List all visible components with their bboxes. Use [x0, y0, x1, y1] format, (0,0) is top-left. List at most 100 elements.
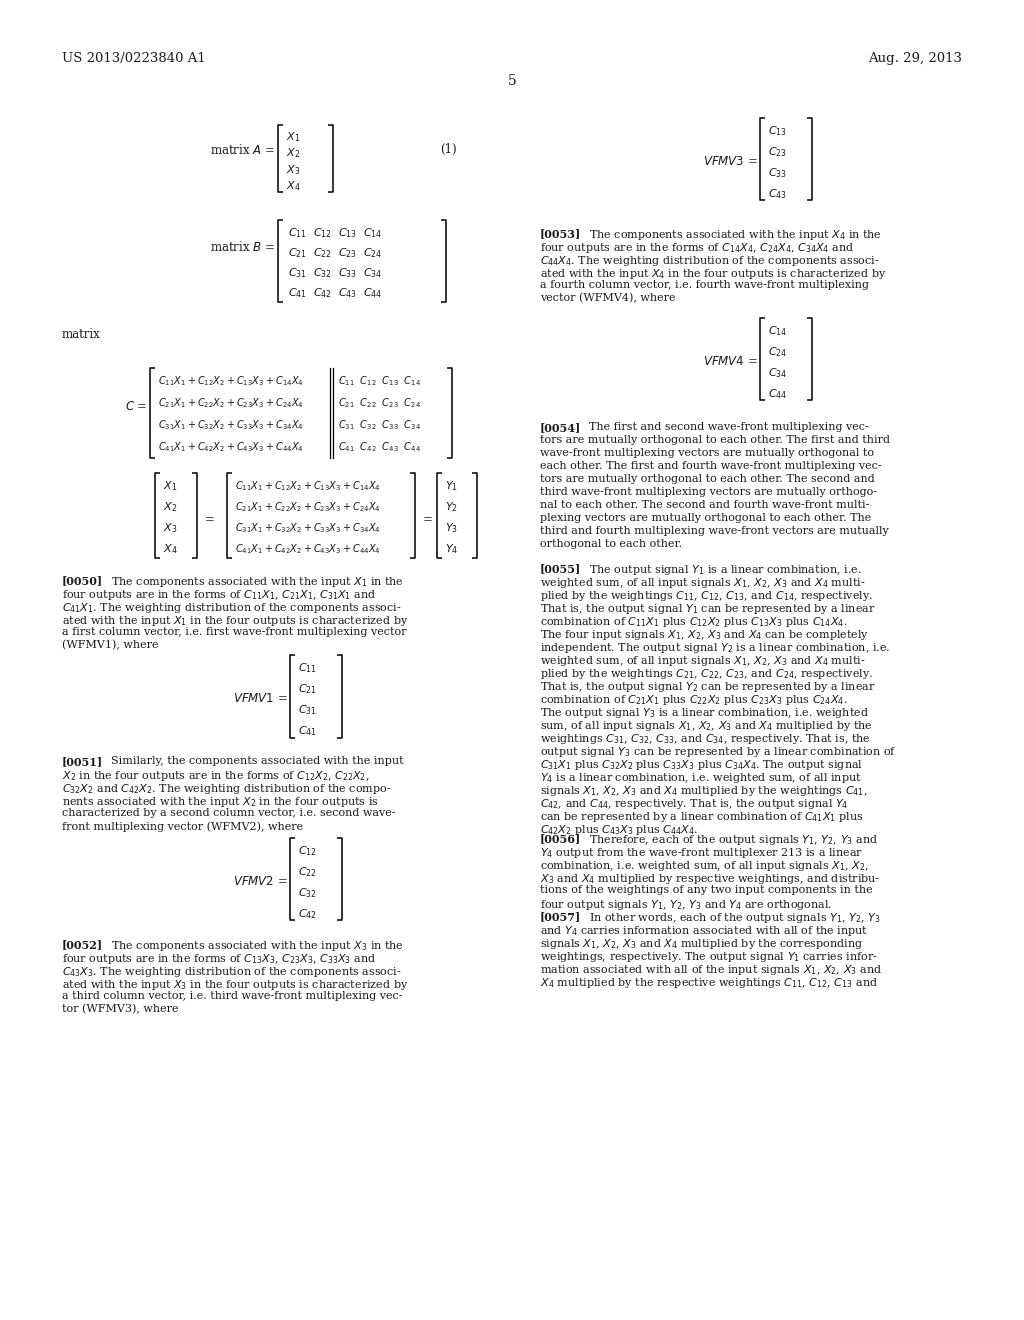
- Text: $C_{44}$: $C_{44}$: [768, 387, 787, 401]
- Text: $C_{31}X_1+C_{32}X_2+C_{33}X_3+C_{34}X_4$: $C_{31}X_1+C_{32}X_2+C_{33}X_3+C_{34}X_4…: [158, 418, 304, 432]
- Text: (WFMV1), where: (WFMV1), where: [62, 640, 159, 651]
- Text: The four input signals $X_1$, $X_2$, $X_3$ and $X_4$ can be completely: The four input signals $X_1$, $X_2$, $X_…: [540, 628, 869, 642]
- Text: independent. The output signal $Y_2$ is a linear combination, i.e.: independent. The output signal $Y_2$ is …: [540, 642, 890, 655]
- Text: plied by the weightings $C_{11}$, $C_{12}$, $C_{13}$, and $C_{14}$, respectively: plied by the weightings $C_{11}$, $C_{12…: [540, 589, 873, 603]
- Text: The components associated with the input $X_3$ in the: The components associated with the input…: [104, 939, 403, 953]
- Text: The components associated with the input $X_1$ in the: The components associated with the input…: [104, 576, 403, 589]
- Text: $Y_3$: $Y_3$: [445, 521, 458, 535]
- Text: combination of $C_{11}X_1$ plus $C_{12}X_2$ plus $C_{13}X_3$ plus $C_{14}X_4$.: combination of $C_{11}X_1$ plus $C_{12}X…: [540, 615, 848, 630]
- Text: [0052]: [0052]: [62, 939, 103, 950]
- Text: $C_{41}$  $C_{42}$  $C_{43}$  $C_{44}$: $C_{41}$ $C_{42}$ $C_{43}$ $C_{44}$: [288, 286, 382, 300]
- Text: weightings, respectively. The output signal $Y_1$ carries infor-: weightings, respectively. The output sig…: [540, 950, 878, 964]
- Text: four outputs are in the forms of $C_{11}X_1$, $C_{21}X_1$, $C_{31}X_1$ and: four outputs are in the forms of $C_{11}…: [62, 587, 376, 602]
- Text: nal to each other. The second and fourth wave-front multi-: nal to each other. The second and fourth…: [540, 500, 869, 510]
- Text: weighted sum, of all input signals $X_1$, $X_2$, $X_3$ and $X_4$ multi-: weighted sum, of all input signals $X_1$…: [540, 576, 865, 590]
- Text: $VFMV2$ =: $VFMV2$ =: [233, 875, 288, 888]
- Text: a fourth column vector, i.e. fourth wave-front multiplexing: a fourth column vector, i.e. fourth wave…: [540, 280, 869, 290]
- Text: third and fourth multiplexing wave-front vectors are mutually: third and fourth multiplexing wave-front…: [540, 525, 889, 536]
- Text: $C_{41}$  $C_{42}$  $C_{43}$  $C_{44}$: $C_{41}$ $C_{42}$ $C_{43}$ $C_{44}$: [338, 440, 421, 454]
- Text: $Y_2$: $Y_2$: [445, 500, 458, 513]
- Text: $Y_4$: $Y_4$: [445, 543, 459, 556]
- Text: The first and second wave-front multiplexing vec-: The first and second wave-front multiple…: [582, 422, 868, 432]
- Text: $VFMV1$ =: $VFMV1$ =: [233, 692, 288, 705]
- Text: (1): (1): [440, 143, 457, 156]
- Text: $C_{11}$: $C_{11}$: [298, 661, 317, 675]
- Text: $C_{32}$: $C_{32}$: [298, 886, 316, 900]
- Text: $C_{13}$: $C_{13}$: [768, 124, 787, 137]
- Text: [0056]: [0056]: [540, 833, 582, 843]
- Text: weightings $C_{31}$, $C_{32}$, $C_{33}$, and $C_{34}$, respectively. That is, th: weightings $C_{31}$, $C_{32}$, $C_{33}$,…: [540, 733, 870, 746]
- Text: $C_{21}$  $C_{22}$  $C_{23}$  $C_{24}$: $C_{21}$ $C_{22}$ $C_{23}$ $C_{24}$: [288, 246, 382, 260]
- Text: $C_{31}$: $C_{31}$: [298, 704, 317, 717]
- Text: [0057]: [0057]: [540, 911, 582, 921]
- Text: $C_{42}X_2$ plus $C_{43}X_3$ plus $C_{44}X_4$.: $C_{42}X_2$ plus $C_{43}X_3$ plus $C_{44…: [540, 822, 698, 837]
- Text: $VFMV4$ =: $VFMV4$ =: [703, 355, 758, 368]
- Text: $X_4$ multiplied by the respective weightings $C_{11}$, $C_{12}$, $C_{13}$ and: $X_4$ multiplied by the respective weigh…: [540, 975, 878, 990]
- Text: [0053]: [0053]: [540, 228, 582, 239]
- Text: That is, the output signal $Y_1$ can be represented by a linear: That is, the output signal $Y_1$ can be …: [540, 602, 876, 616]
- Text: Aug. 29, 2013: Aug. 29, 2013: [868, 51, 962, 65]
- Text: $C_{32}X_2$ and $C_{42}X_2$. The weighting distribution of the compo-: $C_{32}X_2$ and $C_{42}X_2$. The weighti…: [62, 781, 391, 796]
- Text: $X_2$: $X_2$: [286, 147, 300, 160]
- Text: $C_{31}$  $C_{32}$  $C_{33}$  $C_{34}$: $C_{31}$ $C_{32}$ $C_{33}$ $C_{34}$: [338, 418, 421, 432]
- Text: four output signals $Y_1$, $Y_2$, $Y_3$ and $Y_4$ are orthogonal.: four output signals $Y_1$, $Y_2$, $Y_3$ …: [540, 898, 833, 912]
- Text: and $Y_4$ carries information associated with all of the input: and $Y_4$ carries information associated…: [540, 924, 868, 939]
- Text: $Y_1$: $Y_1$: [445, 479, 458, 492]
- Text: $C_{41}$: $C_{41}$: [298, 723, 317, 738]
- Text: vector (WFMV4), where: vector (WFMV4), where: [540, 293, 676, 304]
- Text: matrix $B$ =: matrix $B$ =: [210, 240, 275, 253]
- Text: tors are mutually orthogonal to each other. The second and: tors are mutually orthogonal to each oth…: [540, 474, 874, 484]
- Text: $C_{43}X_3$. The weighting distribution of the components associ-: $C_{43}X_3$. The weighting distribution …: [62, 965, 401, 979]
- Text: ated with the input $X_3$ in the four outputs is characterized by: ated with the input $X_3$ in the four ou…: [62, 978, 409, 993]
- Text: $C_{23}$: $C_{23}$: [768, 145, 787, 158]
- Text: $C_{11}$  $C_{12}$  $C_{13}$  $C_{14}$: $C_{11}$ $C_{12}$ $C_{13}$ $C_{14}$: [338, 374, 421, 388]
- Text: [0054]: [0054]: [540, 422, 582, 433]
- Text: [0050]: [0050]: [62, 576, 103, 586]
- Text: [0055]: [0055]: [540, 564, 582, 574]
- Text: four outputs are in the forms of $C_{13}X_3$, $C_{23}X_3$, $C_{33}X_3$ and: four outputs are in the forms of $C_{13}…: [62, 952, 376, 966]
- Text: can be represented by a linear combination of $C_{41}X_1$ plus: can be represented by a linear combinati…: [540, 810, 863, 824]
- Text: front multiplexing vector (WFMV2), where: front multiplexing vector (WFMV2), where: [62, 821, 303, 832]
- Text: 5: 5: [508, 74, 516, 88]
- Text: The components associated with the input $X_4$ in the: The components associated with the input…: [582, 228, 882, 242]
- Text: $C_{31}X_1+C_{32}X_2+C_{33}X_3+C_{34}X_4$: $C_{31}X_1+C_{32}X_2+C_{33}X_3+C_{34}X_4…: [234, 521, 381, 535]
- Text: orthogonal to each other.: orthogonal to each other.: [540, 539, 682, 549]
- Text: $X_3$: $X_3$: [286, 162, 300, 177]
- Text: $C_{33}$: $C_{33}$: [768, 166, 787, 180]
- Text: $C_{11}X_1+C_{12}X_2+C_{13}X_3+C_{14}X_4$: $C_{11}X_1+C_{12}X_2+C_{13}X_3+C_{14}X_4…: [158, 374, 304, 388]
- Text: $C_{11}$  $C_{12}$  $C_{13}$  $C_{14}$: $C_{11}$ $C_{12}$ $C_{13}$ $C_{14}$: [288, 226, 382, 240]
- Text: third wave-front multiplexing vectors are mutually orthogo-: third wave-front multiplexing vectors ar…: [540, 487, 877, 498]
- Text: $VFMV3$ =: $VFMV3$ =: [703, 154, 758, 168]
- Text: $C_{42}$, and $C_{44}$, respectively. That is, the output signal $Y_4$: $C_{42}$, and $C_{44}$, respectively. Th…: [540, 797, 849, 810]
- Text: output signal $Y_3$ can be represented by a linear combination of: output signal $Y_3$ can be represented b…: [540, 744, 897, 759]
- Text: Therefore, each of the output signals $Y_1$, $Y_2$, $Y_3$ and: Therefore, each of the output signals $Y…: [582, 833, 879, 847]
- Text: $Y_4$ output from the wave-front multiplexer 213 is a linear: $Y_4$ output from the wave-front multipl…: [540, 846, 863, 861]
- Text: $C_{11}X_1+C_{12}X_2+C_{13}X_3+C_{14}X_4$: $C_{11}X_1+C_{12}X_2+C_{13}X_3+C_{14}X_4…: [234, 479, 381, 492]
- Text: weighted sum, of all input signals $X_1$, $X_2$, $X_3$ and $X_4$ multi-: weighted sum, of all input signals $X_1$…: [540, 653, 865, 668]
- Text: $C_{41}X_1$. The weighting distribution of the components associ-: $C_{41}X_1$. The weighting distribution …: [62, 601, 401, 615]
- Text: plexing vectors are mutually orthogonal to each other. The: plexing vectors are mutually orthogonal …: [540, 513, 871, 523]
- Text: signals $X_1$, $X_2$, $X_3$ and $X_4$ multiplied by the corresponding: signals $X_1$, $X_2$, $X_3$ and $X_4$ mu…: [540, 937, 863, 950]
- Text: $X_1$: $X_1$: [163, 479, 177, 492]
- Text: plied by the weightings $C_{21}$, $C_{22}$, $C_{23}$, and $C_{24}$, respectively: plied by the weightings $C_{21}$, $C_{22…: [540, 667, 873, 681]
- Text: $C_{24}$: $C_{24}$: [768, 345, 787, 359]
- Text: each other. The first and fourth wave-front multiplexing vec-: each other. The first and fourth wave-fr…: [540, 461, 882, 471]
- Text: tors are mutually orthogonal to each other. The first and third: tors are mutually orthogonal to each oth…: [540, 436, 890, 445]
- Text: characterized by a second column vector, i.e. second wave-: characterized by a second column vector,…: [62, 808, 395, 818]
- Text: [0051]: [0051]: [62, 756, 103, 767]
- Text: $C_{14}$: $C_{14}$: [768, 323, 787, 338]
- Text: $Y_4$ is a linear combination, i.e. weighted sum, of all input: $Y_4$ is a linear combination, i.e. weig…: [540, 771, 862, 785]
- Text: The output signal $Y_1$ is a linear combination, i.e.: The output signal $Y_1$ is a linear comb…: [582, 564, 861, 577]
- Text: =: =: [423, 513, 433, 525]
- Text: $C_{43}$: $C_{43}$: [768, 187, 787, 201]
- Text: $C$ =: $C$ =: [125, 400, 148, 413]
- Text: matrix $A$ =: matrix $A$ =: [210, 143, 275, 157]
- Text: ated with the input $X_1$ in the four outputs is characterized by: ated with the input $X_1$ in the four ou…: [62, 614, 409, 628]
- Text: $C_{41}X_1+C_{42}X_2+C_{43}X_3+C_{44}X_4$: $C_{41}X_1+C_{42}X_2+C_{43}X_3+C_{44}X_4…: [158, 440, 304, 454]
- Text: US 2013/0223840 A1: US 2013/0223840 A1: [62, 51, 206, 65]
- Text: $C_{31}$  $C_{32}$  $C_{33}$  $C_{34}$: $C_{31}$ $C_{32}$ $C_{33}$ $C_{34}$: [288, 267, 382, 280]
- Text: tions of the weightings of any two input components in the: tions of the weightings of any two input…: [540, 884, 872, 895]
- Text: four outputs are in the forms of $C_{14}X_4$, $C_{24}X_4$, $C_{34}X_4$ and: four outputs are in the forms of $C_{14}…: [540, 242, 854, 255]
- Text: $C_{12}$: $C_{12}$: [298, 843, 316, 858]
- Text: $C_{34}$: $C_{34}$: [768, 366, 787, 380]
